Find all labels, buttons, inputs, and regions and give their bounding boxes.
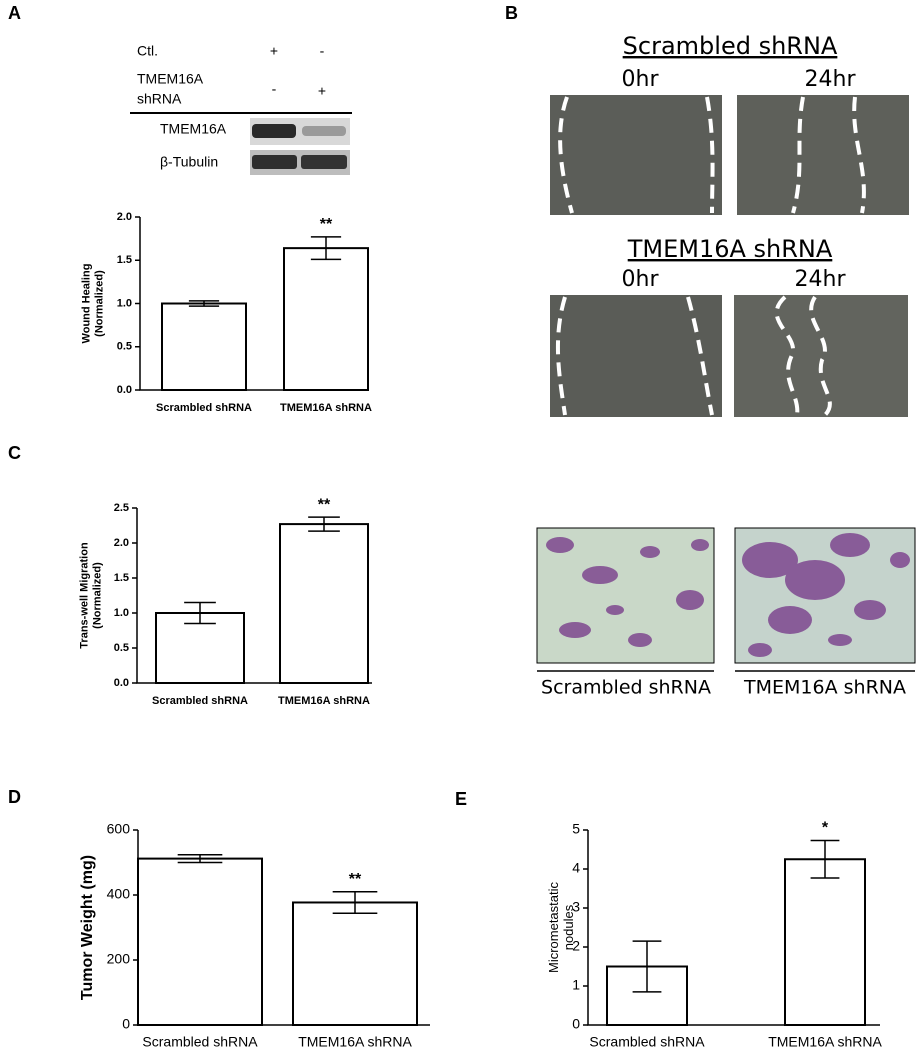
axes (587, 830, 880, 1026)
y-tick-label: 0.0 (114, 677, 129, 689)
blot-sign: - (320, 43, 325, 59)
error-bar (332, 891, 378, 914)
error-bar (632, 940, 662, 993)
significance: ** (320, 216, 333, 233)
panel-label: C (8, 443, 21, 463)
time-label: 24hr (795, 267, 847, 292)
bar (283, 247, 369, 391)
time-label: 24hr (805, 67, 857, 92)
y-tick-label: 0 (122, 1016, 130, 1032)
error-bar (308, 516, 340, 532)
panel-label: A (8, 3, 21, 23)
x-tick-label: Scrambled shRNA (156, 402, 252, 414)
bar (161, 302, 247, 391)
y-tick-label: 1.5 (117, 254, 132, 266)
micrograph (550, 95, 722, 215)
x-tick-label: Scrambled shRNA (589, 1034, 705, 1050)
y-axis-label: nodules (561, 904, 576, 950)
image-caption: TMEM16A shRNA (743, 677, 906, 699)
bar (784, 858, 866, 1026)
x-tick-label: Scrambled shRNA (152, 695, 248, 707)
y-axis-label: (Normalized) (93, 270, 105, 337)
y-axis-label: (Normalized) (91, 562, 103, 629)
x-tick-label: Scrambled shRNA (142, 1034, 258, 1050)
axes (137, 830, 430, 1026)
y-tick-label: 0 (572, 1016, 580, 1032)
y-tick-label: 2.5 (114, 502, 129, 514)
bar (279, 523, 369, 684)
error-bar (188, 300, 220, 307)
bar (137, 857, 263, 1026)
y-axis-label: Trans-well Migration (78, 542, 90, 649)
time-label: 0hr (622, 67, 660, 92)
y-tick-label: 600 (107, 821, 131, 837)
band-label: β-Tubulin (160, 154, 218, 170)
blot-sign: + (318, 83, 326, 99)
y-tick-label: 1.0 (117, 297, 132, 309)
blot-sign: + (270, 43, 278, 59)
band (252, 155, 297, 169)
x-tick-label: TMEM16A shRNA (278, 695, 370, 707)
y-tick-label: 200 (107, 951, 131, 967)
stained-cells (546, 533, 910, 657)
wound-edges (555, 96, 866, 417)
y-tick-label: 400 (107, 886, 131, 902)
y-axis-label: Micrometastatic (546, 881, 561, 973)
wound-images: B Scrambled shRNA 0hr 24hr TMEM16A shRNA… (505, 3, 909, 417)
bar (155, 612, 245, 684)
transwell-images: Scrambled shRNA TMEM16A shRNA (536, 527, 916, 699)
error-bar (177, 853, 223, 864)
group-title: TMEM16A shRNA (627, 235, 833, 263)
blot-label: shRNA (137, 91, 182, 107)
x-tick-label: TMEM16A shRNA (280, 402, 372, 414)
blot-sign: - (272, 81, 277, 97)
micrograph (734, 295, 908, 417)
y-tick-label: 1.5 (114, 572, 129, 584)
error-bar (184, 601, 216, 625)
significance: ** (349, 871, 362, 888)
band (302, 126, 346, 136)
time-label: 0hr (622, 267, 660, 292)
bar (292, 901, 418, 1026)
micrograph (737, 95, 909, 215)
significance: * (822, 820, 829, 837)
band (252, 124, 296, 138)
y-tick-label: 0.0 (117, 384, 132, 396)
western-blot: Ctl. + - TMEM16A shRNA - + TMEM16A β-Tub… (130, 43, 352, 175)
group-title: Scrambled shRNA (623, 32, 838, 60)
x-tick-label: TMEM16A shRNA (768, 1034, 882, 1050)
y-tick-label: 0.5 (114, 642, 129, 654)
micrograph (550, 295, 722, 417)
y-tick-label: 4 (572, 860, 580, 876)
panel-label: E (455, 789, 467, 809)
y-axis-label: Wound Healing (80, 264, 92, 344)
axes (136, 508, 372, 684)
y-tick-label: 3 (572, 899, 580, 915)
blot-label: TMEM16A (137, 71, 204, 87)
panel-label: D (8, 787, 21, 807)
band (301, 155, 347, 169)
axes (139, 217, 345, 391)
band-label: TMEM16A (160, 121, 227, 137)
y-tick-label: 0.5 (117, 341, 132, 353)
y-tick-label: 1 (572, 977, 580, 993)
panel-label: B (505, 3, 518, 23)
y-tick-label: 2 (572, 938, 580, 954)
y-axis-label: Tumor Weight (mg) (79, 855, 96, 1000)
y-tick-label: 2.0 (114, 537, 129, 549)
significance: ** (318, 496, 331, 513)
y-tick-label: 2.0 (117, 211, 132, 223)
error-bar (810, 839, 840, 879)
blot-label: Ctl. (137, 43, 158, 59)
y-tick-label: 5 (572, 821, 580, 837)
y-tick-label: 1.0 (114, 607, 129, 619)
error-bar (310, 236, 342, 261)
image-caption: Scrambled shRNA (541, 677, 711, 699)
x-tick-label: TMEM16A shRNA (298, 1034, 412, 1050)
